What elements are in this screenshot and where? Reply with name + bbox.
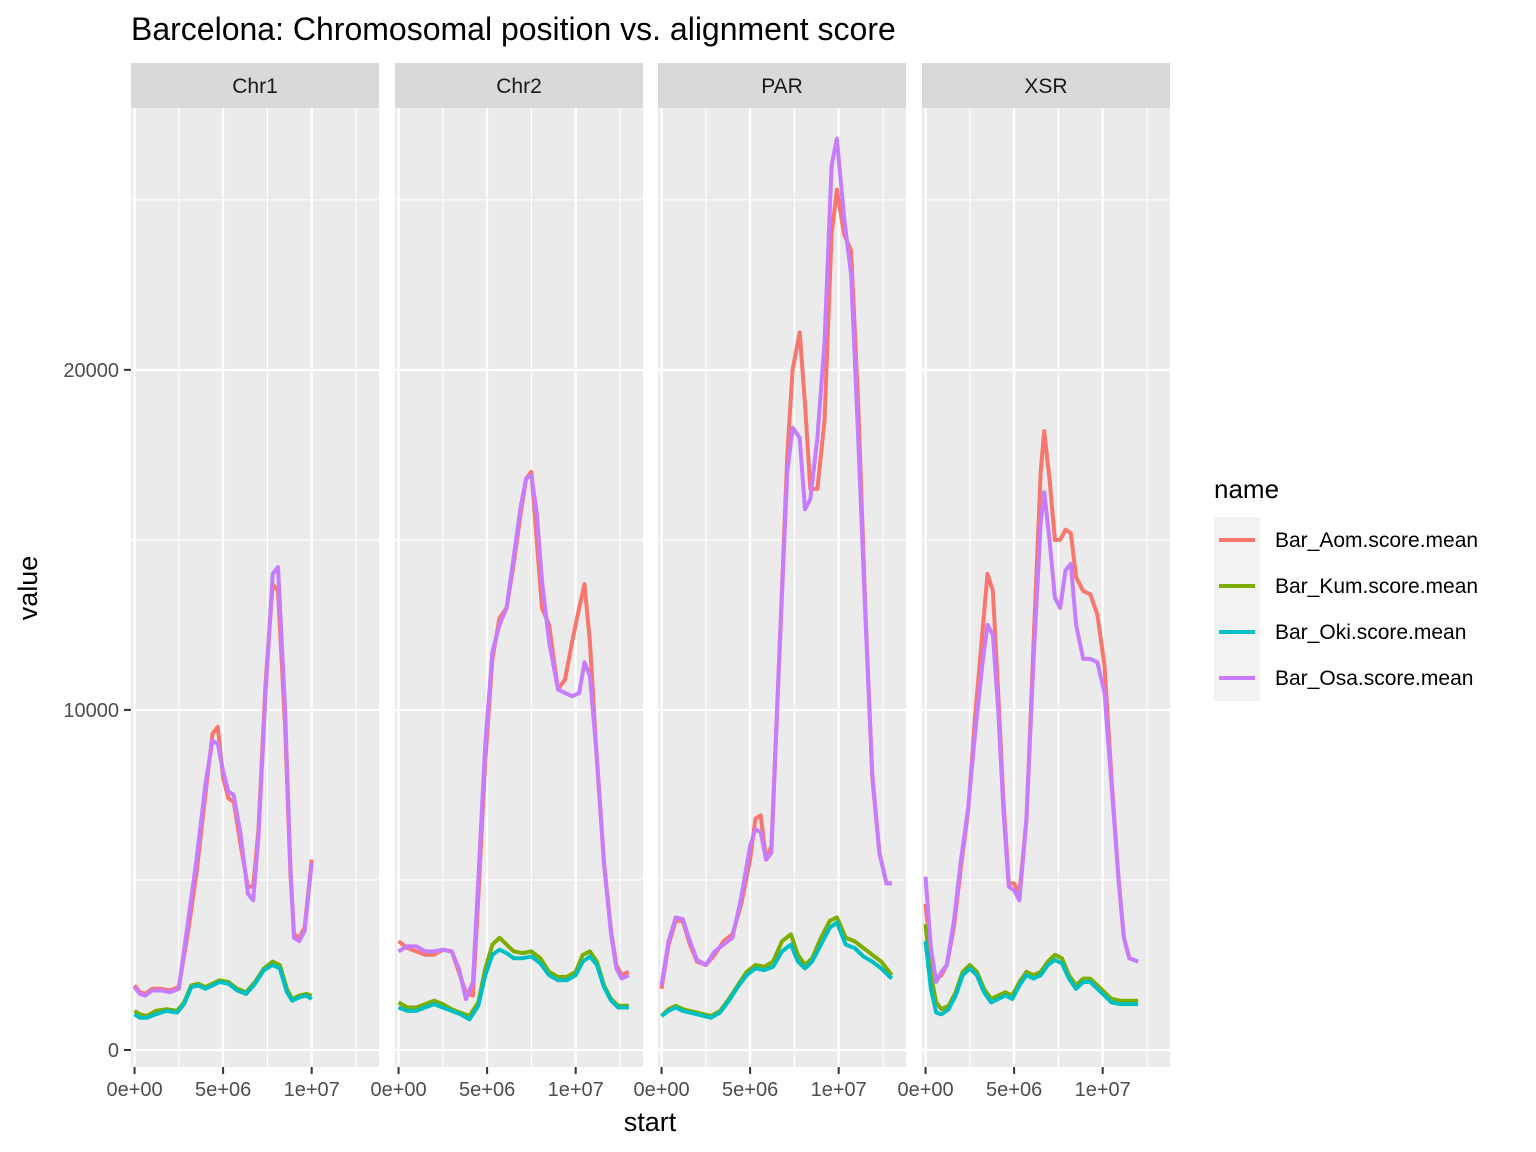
x-tick-label: 1e+07 xyxy=(1075,1079,1131,1101)
x-tick-label: 1e+07 xyxy=(548,1079,604,1101)
series-lines xyxy=(132,565,314,1020)
facet-strip-label: PAR xyxy=(761,75,803,98)
x-tick-label: 0e+00 xyxy=(633,1079,689,1101)
x-tick-label: 1e+07 xyxy=(284,1079,340,1101)
x-tick-label: 0e+00 xyxy=(897,1079,953,1101)
x-tick-label: 5e+06 xyxy=(459,1079,515,1101)
facet-panel-chr2: Chr2 0e+00 5e+06 1e+07 xyxy=(370,63,643,1101)
series-line-bar-osa xyxy=(397,473,630,1001)
legend-label: Bar_Osa.score.mean xyxy=(1275,667,1473,690)
series-lines xyxy=(659,136,894,1020)
y-axis-title: value xyxy=(13,556,43,621)
series-line-bar-oki xyxy=(133,963,313,1020)
series-line-bar-osa xyxy=(923,490,1139,984)
chart-title: Barcelona: Chromosomal position vs. alig… xyxy=(131,11,896,47)
y-tick-label: 10000 xyxy=(63,700,119,722)
legend-title: name xyxy=(1214,474,1279,504)
series-lines xyxy=(397,469,630,1022)
y-axis: 0 10000 20000 xyxy=(63,360,131,1062)
x-tick-label: 5e+06 xyxy=(195,1079,251,1101)
series-lines xyxy=(923,429,1139,1017)
facet-panel-xsr: XSR 0e+00 5e+06 1e+07 xyxy=(897,63,1170,1101)
legend-label: Bar_Aom.score.mean xyxy=(1275,529,1478,552)
facet-strip-label: Chr2 xyxy=(496,75,542,98)
facet-strip-label: Chr1 xyxy=(232,75,278,98)
x-tick-label: 1e+07 xyxy=(811,1079,867,1101)
x-tick-label: 0e+00 xyxy=(106,1079,162,1101)
gridlines xyxy=(658,108,906,1067)
facet-strip xyxy=(131,63,379,108)
series-line-bar-oki xyxy=(397,947,629,1022)
facet-panel-chr1: Chr1 0e+00 5e+06 1e+07 xyxy=(106,63,379,1101)
gridlines xyxy=(395,108,643,1067)
facet-strip-label: XSR xyxy=(1024,75,1067,98)
legend: name Bar_Aom.score.mean Bar_Kum.score.mea… xyxy=(1214,474,1478,701)
y-tick-label: 0 xyxy=(108,1040,119,1062)
x-tick-label: 0e+00 xyxy=(370,1079,426,1101)
facet-strip xyxy=(922,63,1170,108)
panel-background xyxy=(922,108,1170,1067)
gridlines xyxy=(131,108,379,1067)
facet-strip xyxy=(658,63,906,108)
legend-label: Bar_Oki.score.mean xyxy=(1275,621,1466,644)
x-tick-label: 5e+06 xyxy=(722,1079,778,1101)
x-tick-label: 5e+06 xyxy=(986,1079,1042,1101)
y-tick-label: 20000 xyxy=(63,360,119,382)
x-axis-title: start xyxy=(624,1107,677,1137)
facet-strip xyxy=(395,63,643,108)
panel-background xyxy=(395,108,643,1067)
legend-label: Bar_Kum.score.mean xyxy=(1275,575,1478,598)
series-line-bar-osa xyxy=(132,565,314,998)
facet-panel-par: PAR 0e+00 5e+06 1e+07 xyxy=(633,63,906,1101)
legend-items: Bar_Aom.score.mean Bar_Kum.score.mean Bar_… xyxy=(1214,517,1478,701)
series-line-bar-osa xyxy=(659,136,892,986)
panel-background xyxy=(131,108,379,1067)
series-line-bar-oki xyxy=(923,940,1139,1017)
series-line-bar-oki xyxy=(660,920,894,1020)
